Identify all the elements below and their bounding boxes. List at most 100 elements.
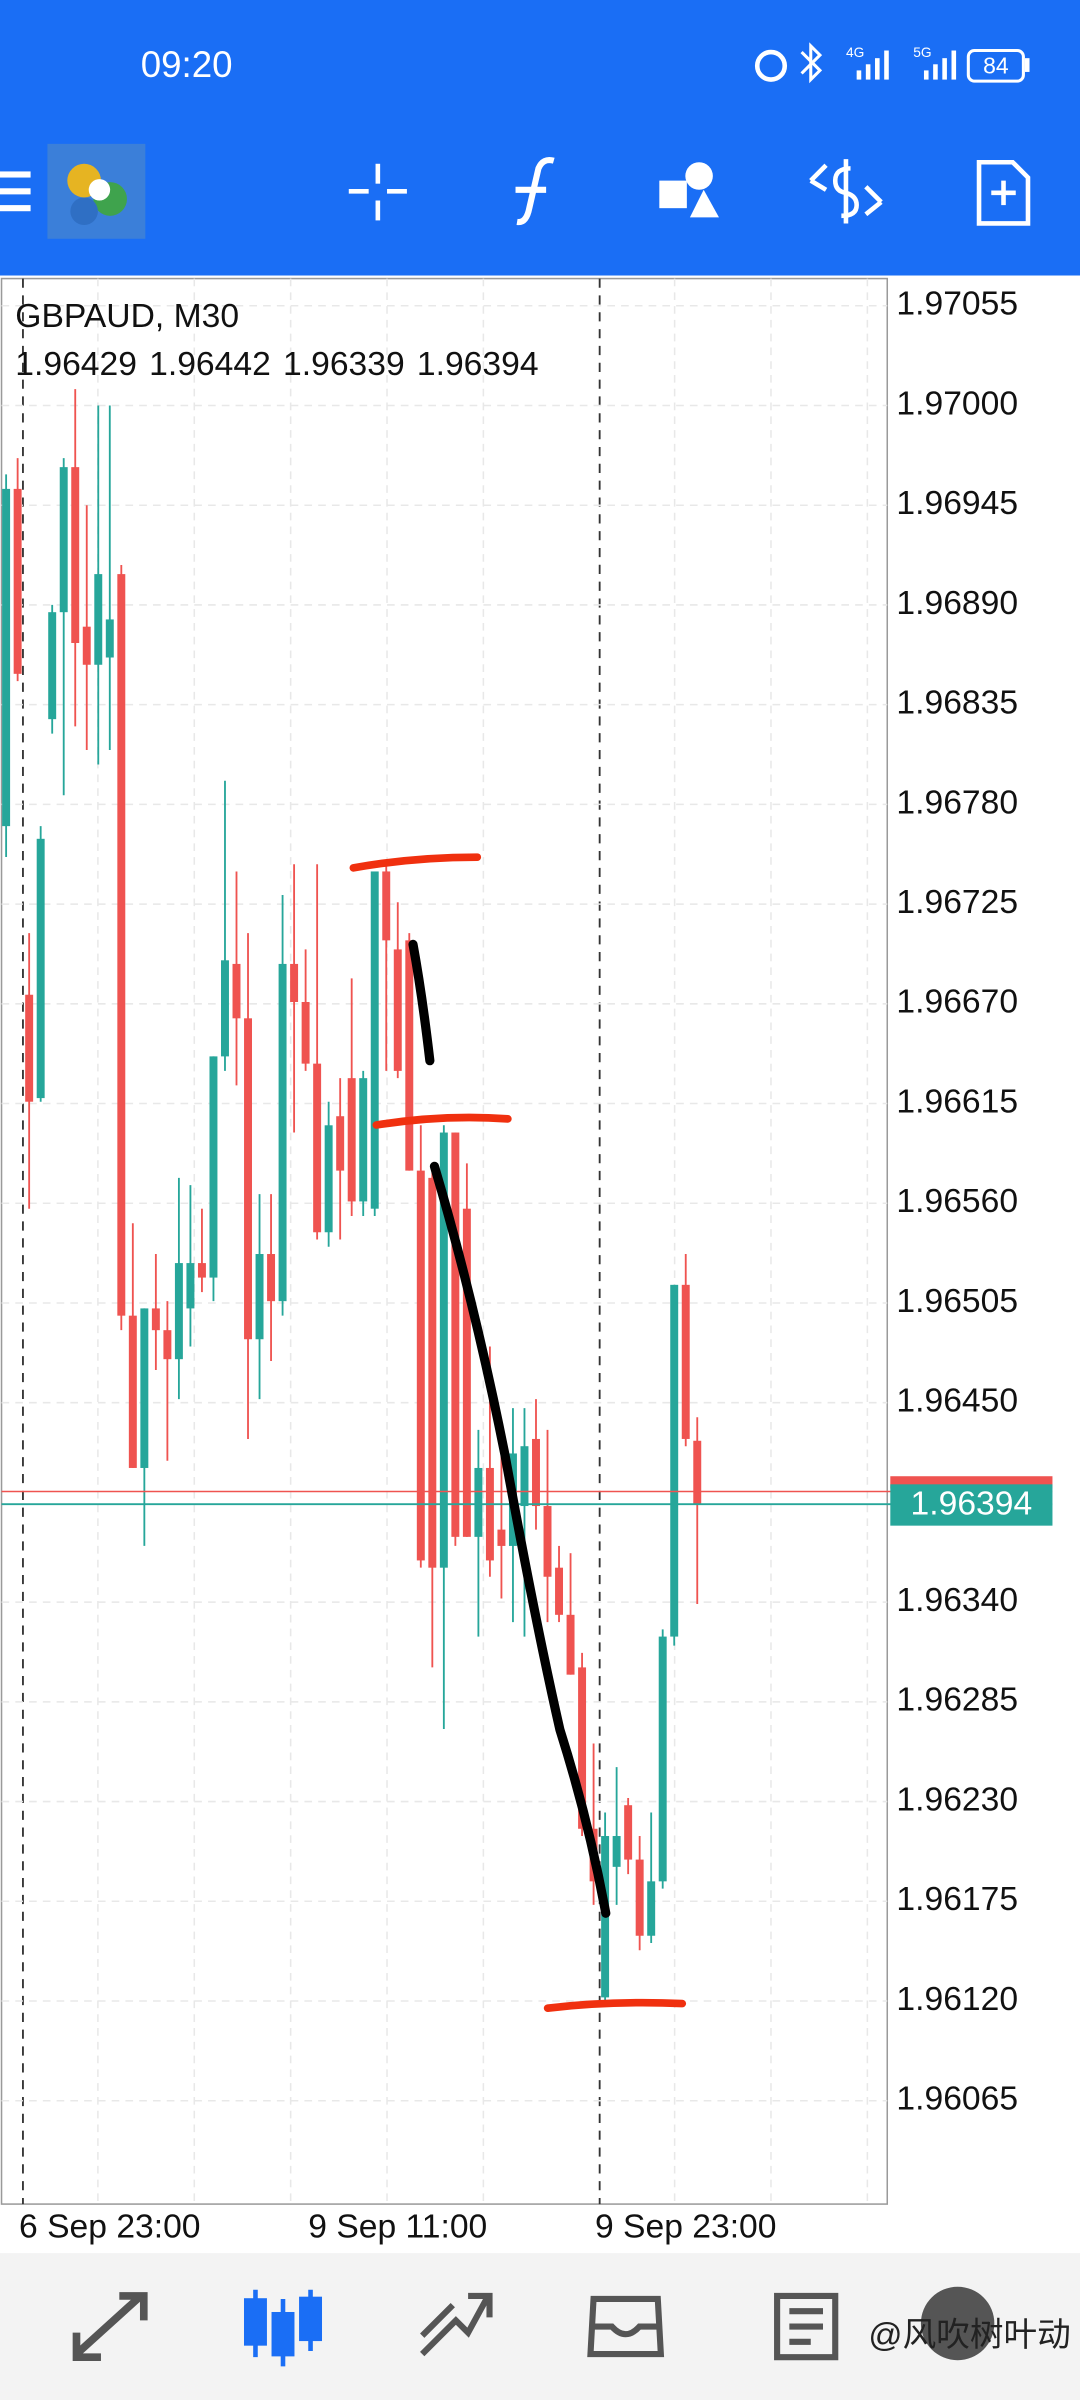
candle-body [71,467,80,644]
candle-body [209,1056,218,1278]
candle-body [693,1440,702,1505]
candle-body [474,1467,483,1537]
y-tick-label: 1.96560 [896,1183,1018,1220]
candle-body [324,1125,333,1233]
candle-body [405,940,414,1171]
candle-body [336,1116,345,1171]
candle-body [647,1881,656,1936]
candle-body [612,1836,621,1867]
y-tick-label: 1.96945 [896,485,1018,522]
y-tick-label: 1.96835 [896,685,1018,722]
watermark: @风吹树叶动 [868,2316,1070,2354]
candle-body [36,838,45,1099]
candle-body [244,1018,252,1340]
candle-body [2,488,11,827]
status-icons [754,42,1030,84]
candle-body [359,1078,368,1202]
nav-quotes[interactable] [72,2292,148,2361]
y-tick-label: 1.97055 [896,286,1018,323]
y-tick-label: 1.96120 [896,1981,1018,2018]
candle-body [232,963,241,1019]
candle-body [566,1614,575,1675]
candle-body [48,612,57,720]
alarm-icon [754,49,788,82]
chart-layer [1,305,1053,2102]
objects-button[interactable] [659,162,719,218]
nav-news[interactable] [774,2292,839,2361]
candle-body [94,574,103,665]
candle-body [25,994,34,1102]
candle-body [82,626,91,665]
candle-body [301,1001,310,1064]
candle-body [197,1263,206,1278]
candle-body [635,1859,644,1936]
y-tick-label: 1.96065 [896,2081,1018,2118]
candle-body [543,1506,552,1577]
nav-chart[interactable] [243,2289,323,2367]
battery-level: 84 [983,52,1009,78]
candle-body [520,1446,529,1507]
y-tick-label: 1.96615 [896,1083,1018,1120]
bluetooth-icon [800,42,823,84]
candle-body [370,871,379,1209]
nav-messages[interactable] [920,2286,995,2361]
candle-body [485,1467,494,1561]
y-tick-label: 1.97000 [896,385,1018,422]
new-order-button[interactable] [976,159,1031,226]
battery-outline [966,48,1025,83]
ohlc-readout: 1.96429 1.96442 1.96339 1.96394 [15,346,538,383]
candle-body [428,1177,437,1568]
app-logo[interactable] [47,143,146,239]
y-tick-label: 1.96450 [896,1383,1018,1420]
candle-body [497,1529,506,1546]
candle-body [267,1254,276,1302]
y-tick-label: 1.96890 [896,585,1018,622]
x-tick-label: 6 Sep 23:00 [19,2208,200,2245]
x-tick-label: 9 Sep 23:00 [595,2208,776,2245]
menu-button[interactable] [0,171,31,212]
candle-body [393,949,402,1071]
candle-body [578,1667,587,1829]
ohlc-high: 1.96442 [149,346,271,383]
candle-body [105,619,114,658]
bid-price-label: 1.96394 [911,1486,1033,1523]
candle-body [151,1308,160,1331]
candle-body [439,1132,448,1568]
ohlc-close: 1.96394 [417,346,539,383]
app-header [0,0,1080,276]
y-tick-label: 1.96340 [896,1582,1018,1619]
candle-body [462,1208,471,1537]
candle-body [128,1315,137,1468]
status-time: 09:20 [141,44,233,85]
y-tick-label: 1.96670 [896,984,1018,1021]
candle-body [347,1078,356,1202]
candle-body [117,574,126,1316]
trade-button[interactable] [809,159,883,224]
candle-body [313,1063,322,1233]
y-tick-label: 1.96285 [896,1682,1018,1719]
nav-history[interactable] [587,2295,665,2358]
candle-body [186,1263,195,1309]
nav-trade[interactable] [420,2292,493,2357]
chart-title: GBPAUD, M30 [15,298,239,335]
y-tick-label: 1.96780 [896,784,1018,821]
y-tick-label: 1.96505 [896,1283,1018,1320]
candle-body [670,1284,679,1637]
crosshair-button[interactable] [348,163,407,221]
candle-body [416,1170,425,1561]
candle-body [451,1132,460,1537]
annotations [349,853,687,2012]
indicators-button[interactable] [515,156,555,226]
x-tick-label: 9 Sep 11:00 [308,2208,487,2245]
candle-body [59,467,68,613]
y-tick-label: 1.96175 [896,1881,1018,1918]
candle-body [13,488,22,674]
network-label: 4G [846,45,864,60]
candle-body [658,1636,667,1882]
candle-body [382,871,391,941]
bid-price-label-bg [890,1484,1053,1526]
bottom-nav [0,2253,1080,2400]
candle-body [163,1330,172,1360]
